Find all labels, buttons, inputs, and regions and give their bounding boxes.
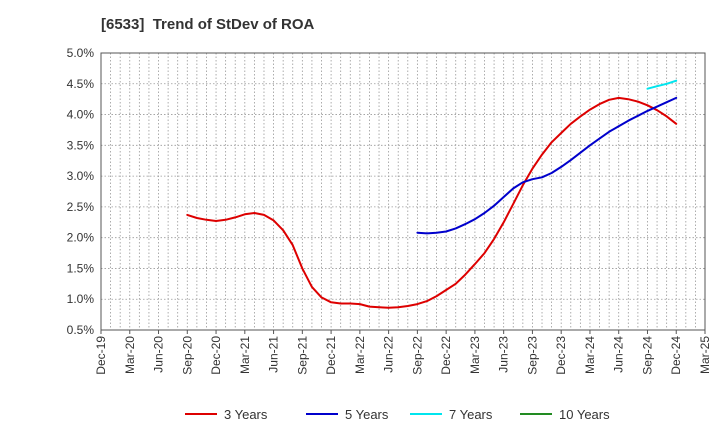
x-tick-label: Dec-19 bbox=[94, 336, 108, 375]
y-tick-label: 2.5% bbox=[67, 200, 95, 214]
y-tick-label: 3.0% bbox=[67, 169, 95, 183]
x-tick-label: Sep-24 bbox=[640, 336, 654, 375]
series-line-5-years bbox=[416, 96, 678, 235]
x-tick-label: Jun-21 bbox=[267, 336, 281, 373]
x-tick-label: Jun-23 bbox=[497, 336, 511, 373]
y-tick-label: 4.0% bbox=[67, 108, 95, 122]
x-tick-label: Sep-22 bbox=[410, 336, 424, 375]
x-tick-label: Dec-22 bbox=[439, 336, 453, 375]
x-tick-label: Dec-20 bbox=[209, 336, 223, 375]
legend-label-5-years: 5 Years bbox=[345, 407, 389, 422]
x-tick-label: Jun-24 bbox=[612, 336, 626, 373]
x-tick-label: Dec-24 bbox=[669, 336, 683, 375]
x-tick-label: Jun-22 bbox=[382, 336, 396, 373]
plot-area bbox=[101, 53, 705, 330]
x-tick-label: Mar-24 bbox=[583, 336, 597, 374]
chart-title: [6533] Trend of StDev of ROA bbox=[101, 16, 315, 33]
y-tick-label: 2.0% bbox=[67, 231, 95, 245]
x-tick-label: Dec-23 bbox=[554, 336, 568, 375]
y-tick-label: 3.5% bbox=[67, 138, 95, 152]
x-tick-label: Sep-21 bbox=[295, 336, 309, 375]
y-tick-label: 5.0% bbox=[67, 46, 95, 60]
series-line-3-years bbox=[186, 96, 678, 309]
legend-label-3-years: 3 Years bbox=[224, 407, 268, 422]
y-tick-label: 1.0% bbox=[67, 292, 95, 306]
legend-label-10-years: 10 Years bbox=[559, 407, 610, 422]
x-tick-label: Mar-22 bbox=[353, 336, 367, 374]
x-tick-label: Sep-23 bbox=[525, 336, 539, 375]
plot-border bbox=[100, 52, 706, 331]
x-tick-label: Mar-21 bbox=[238, 336, 252, 374]
y-tick-label: 1.5% bbox=[67, 261, 95, 275]
y-tick-label: 4.5% bbox=[67, 77, 95, 91]
x-tick-label: Jun-20 bbox=[152, 336, 166, 373]
y-tick-label: 0.5% bbox=[67, 323, 95, 337]
x-tick-label: Sep-20 bbox=[180, 336, 194, 375]
x-tick-label: Mar-20 bbox=[123, 336, 137, 374]
x-tick-label: Mar-23 bbox=[468, 336, 482, 374]
x-tick-label: Dec-21 bbox=[324, 336, 338, 375]
x-tick-label: Mar-25 bbox=[698, 336, 712, 374]
legend-label-7-years: 7 Years bbox=[449, 407, 493, 422]
series-line-7-years bbox=[646, 79, 678, 90]
